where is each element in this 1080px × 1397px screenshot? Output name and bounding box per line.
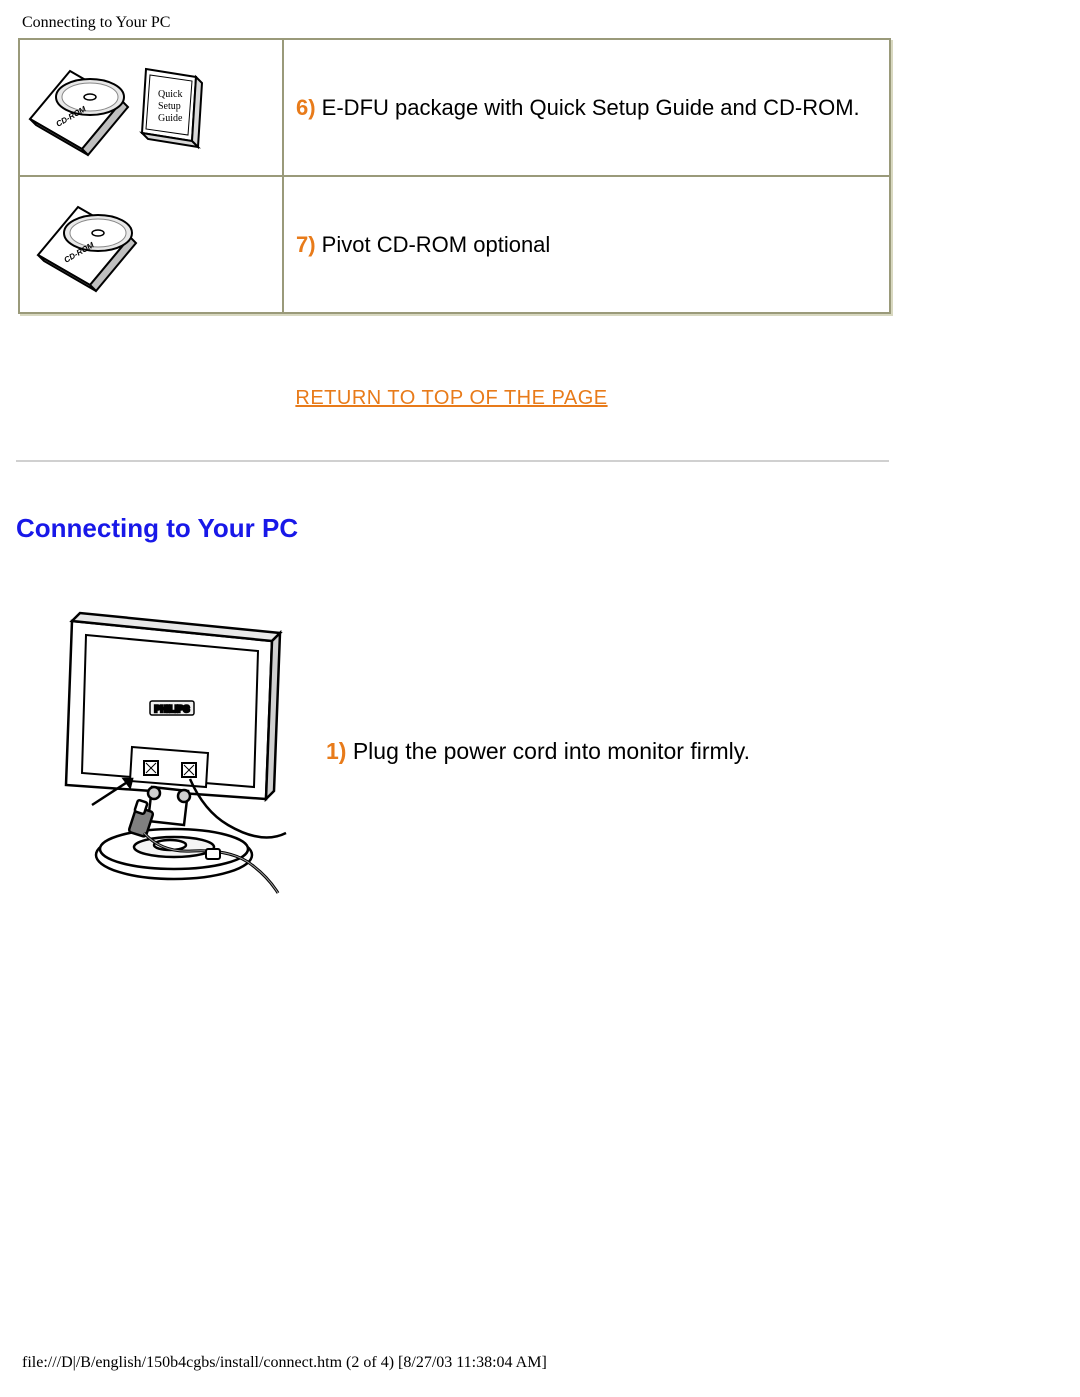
item-number: 7): [296, 232, 316, 257]
pkg-row6-text-cell: 6) E-DFU package with Quick Setup Guide …: [283, 39, 890, 176]
step-description: Plug the power cord into monitor firmly.: [346, 738, 750, 764]
item-text: E-DFU package with Quick Setup Guide and…: [316, 95, 860, 120]
table-row: CD-ROM 7) Pivot CD-ROM optional: [19, 176, 890, 313]
page-footer-path: file:///D|/B/english/150b4cgbs/install/c…: [22, 1354, 547, 1372]
guide-line1: Quick: [158, 89, 182, 100]
guide-line2: Setup: [158, 101, 181, 112]
page-header-title: Connecting to Your PC: [22, 14, 170, 32]
return-to-top-link[interactable]: RETURN TO TOP OF THE PAGE: [295, 387, 607, 409]
pkg-row7-text-cell: 7) Pivot CD-ROM optional: [283, 176, 890, 313]
return-to-top-container: RETURN TO TOP OF THE PAGE: [0, 387, 903, 410]
monitor-back-illustration: PHILIPS: [16, 597, 318, 905]
page-root: Connecting to Your PC CD-ROM: [0, 0, 1080, 1397]
monitor-icon: PHILIPS: [32, 601, 302, 901]
section-heading: Connecting to Your PC: [16, 513, 298, 544]
step-number: 1): [326, 738, 346, 764]
pkg-row7-image-cell: CD-ROM: [19, 176, 283, 313]
table-row: CD-ROM Quick Setup Guide 6) E-DFU pac: [19, 39, 890, 176]
step-1-row: PHILIPS: [16, 597, 889, 905]
guide-line3: Guide: [158, 113, 183, 124]
item-text: Pivot CD-ROM optional: [316, 232, 551, 257]
pkg-row6-image-cell: CD-ROM Quick Setup Guide: [19, 39, 283, 176]
step-1-text: 1) Plug the power cord into monitor firm…: [318, 738, 750, 765]
horizontal-rule: [16, 460, 889, 462]
pivot-cd-icon: CD-ROM: [20, 195, 170, 295]
package-items-table: CD-ROM Quick Setup Guide 6) E-DFU pac: [18, 38, 891, 314]
brand-label: PHILIPS: [154, 704, 189, 714]
cd-and-guide-icon: CD-ROM Quick Setup Guide: [20, 53, 210, 163]
item-number: 6): [296, 95, 316, 120]
